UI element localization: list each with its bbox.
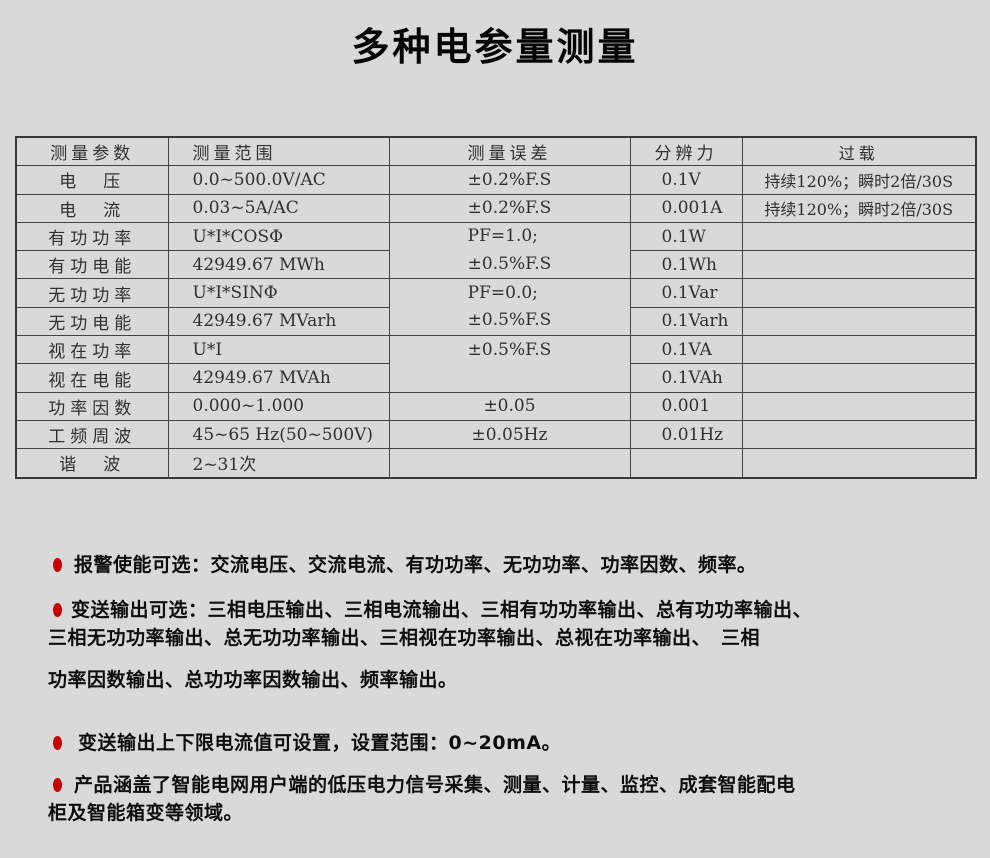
resolution-cell: 0.1Wh	[629, 250, 743, 280]
error-cell: ±0.05Hz	[388, 419, 631, 450]
param-cell: 电 压	[15, 165, 169, 195]
bullet-text: 报警使能可选：交流电压、交流电流、有功功率、无功功率、功率因数、频率。	[74, 554, 757, 576]
page-title: 多种电参量测量	[351, 25, 639, 69]
param-cell: 有功功率	[15, 221, 169, 252]
param-cell: 电 流	[15, 193, 169, 223]
resolution-cell: 0.1W	[629, 221, 743, 252]
error-line: PF=1.0;	[467, 226, 538, 247]
error-cell: ±0.2%F.S	[388, 165, 631, 195]
param-cell: 有功电能	[15, 250, 169, 280]
resolution-cell: 0.01Hz	[629, 419, 743, 450]
bullet-line: 三相无功功率输出、总无功功率输出、三相视在功率输出、总视在功率输出、 三相	[48, 627, 761, 649]
table-row: 无功功率 U*I*SINΦ PF=0.0; ±0.5%F.S 0.1Var	[15, 278, 977, 337]
error-cell: ±0.2%F.S	[388, 193, 631, 223]
error-cell	[388, 448, 631, 479]
error-cell-merged: PF=1.0; ±0.5%F.S	[388, 221, 631, 280]
bullet-icon	[53, 778, 62, 792]
range-cell: U*I*SINΦ	[167, 278, 390, 308]
param-cell: 无功功率	[15, 278, 169, 308]
error-line	[468, 364, 552, 391]
param-cell: 谐 波	[15, 448, 169, 479]
param-cell: 工频周波	[15, 419, 169, 450]
error-cell: ±0.05	[388, 391, 631, 421]
bullet-current-range: 变送输出上下限电流值可设置，设置范围：0~20mA。	[48, 729, 958, 757]
table-row: 工频周波 45~65 Hz(50~500V) ±0.05Hz 0.01Hz	[15, 419, 977, 450]
bullet-alarm: 报警使能可选：交流电压、交流电流、有功功率、无功功率、功率因数、频率。	[48, 551, 958, 579]
range-cell: 42949.67 MVAh	[167, 363, 390, 393]
resolution-cell: 0.1Varh	[629, 306, 743, 337]
error-cell-merged: ±0.5%F.S	[388, 335, 631, 393]
param-cell: 功率因数	[15, 391, 169, 421]
param-cell: 无功电能	[15, 306, 169, 337]
error-line: ±0.5%F.S	[467, 253, 552, 274]
bullet-icon	[53, 736, 62, 750]
bullet-applications: 产品涵盖了智能电网用户端的低压电力信号采集、测量、计量、监控、成套智能配电 柜及…	[48, 771, 958, 827]
overload-cell	[741, 335, 977, 365]
resolution-cell: 0.001	[629, 391, 743, 421]
range-cell: 0.000~1.000	[167, 391, 390, 421]
param-cell: 视在功率	[15, 335, 169, 365]
overload-cell: 持续120%；瞬时2倍/30S	[741, 165, 977, 195]
bullet-line: 柜及智能箱变等领域。	[48, 802, 244, 824]
table-row: 电 压 0.0~500.0V/AC ±0.2%F.S 0.1V 持续120%；瞬…	[15, 165, 977, 195]
overload-cell	[741, 419, 977, 450]
resolution-cell	[629, 448, 743, 479]
range-cell: 42949.67 MWh	[167, 250, 390, 280]
overload-cell	[741, 250, 977, 280]
header-resolution: 分辨力	[629, 136, 743, 167]
bullet-icon	[53, 558, 62, 572]
range-cell: U*I*COSΦ	[167, 221, 390, 252]
bullet-icon	[53, 603, 62, 617]
resolution-cell: 0.001A	[629, 193, 743, 223]
bullet-line: 变送输出可选：三相电压输出、三相电流输出、三相有功功率输出、总有功功率输出、	[48, 596, 958, 624]
table-header-row: 测量参数 测量范围 测量误差 分辨力 过载	[15, 136, 977, 167]
header-param: 测量参数	[15, 136, 169, 167]
table-row: 视在功率 U*I ±0.5%F.S 0.1VA	[15, 335, 977, 393]
table-row: 功率因数 0.000~1.000 ±0.05 0.001	[15, 391, 977, 421]
error-line: ±0.5%F.S	[467, 339, 552, 360]
measurement-spec-table: 测量参数 测量范围 测量误差 分辨力 过载 电 压 0.0~500.0V/AC …	[15, 136, 977, 479]
resolution-cell: 0.1VA	[629, 335, 743, 365]
overload-cell	[741, 221, 977, 252]
bullet-transmit-options-cont: 功率因数输出、总功功率因数输出、频率输出。	[48, 666, 958, 694]
overload-cell	[741, 278, 977, 308]
bullet-text: 功率因数输出、总功功率因数输出、频率输出。	[48, 669, 458, 691]
header-range: 测量范围	[167, 136, 390, 167]
table-row: 无功电能 42949.67 MVarh 0.1Varh	[15, 306, 977, 337]
header-error: 测量误差	[388, 136, 631, 167]
overload-cell	[741, 306, 977, 337]
range-cell: U*I	[167, 335, 390, 365]
range-cell: 0.0~500.0V/AC	[167, 165, 390, 195]
bullet-text: 产品涵盖了智能电网用户端的低压电力信号采集、测量、计量、监控、成套智能配电	[74, 774, 796, 796]
range-cell: 2~31次	[167, 448, 390, 479]
bullet-transmit-options: 变送输出可选：三相电压输出、三相电流输出、三相有功功率输出、总有功功率输出、 三…	[48, 596, 958, 652]
param-cell: 视在电能	[15, 363, 169, 393]
overload-cell	[741, 448, 977, 479]
table-row: 有功电能 42949.67 MWh 0.1Wh	[15, 250, 977, 280]
overload-cell: 持续120%；瞬时2倍/30S	[741, 193, 977, 223]
resolution-cell: 0.1VAh	[629, 363, 743, 393]
header-overload: 过载	[741, 136, 977, 167]
table-row: 有功功率 U*I*COSΦ PF=1.0; ±0.5%F.S 0.1W	[15, 221, 977, 280]
range-cell: 45~65 Hz(50~500V)	[167, 419, 390, 450]
resolution-cell: 0.1V	[629, 165, 743, 195]
bullet-text: 变送输出可选：三相电压输出、三相电流输出、三相有功功率输出、总有功功率输出、	[71, 599, 813, 621]
range-cell: 0.03~5A/AC	[167, 193, 390, 223]
error-line: PF=0.0;	[467, 282, 538, 303]
table-row: 视在电能 42949.67 MVAh 0.1VAh	[15, 363, 977, 393]
bullet-text: 变送输出上下限电流值可设置，设置范围：0~20mA。	[78, 732, 562, 754]
error-line: ±0.5%F.S	[467, 310, 552, 331]
overload-cell	[741, 391, 977, 421]
resolution-cell: 0.1Var	[629, 278, 743, 308]
overload-cell	[741, 363, 977, 393]
range-cell: 42949.67 MVarh	[167, 306, 390, 337]
bullet-line: 产品涵盖了智能电网用户端的低压电力信号采集、测量、计量、监控、成套智能配电	[48, 771, 958, 799]
table-row: 谐 波 2~31次	[15, 448, 977, 479]
error-cell-merged: PF=0.0; ±0.5%F.S	[388, 278, 631, 337]
table-row: 电 流 0.03~5A/AC ±0.2%F.S 0.001A 持续120%；瞬时…	[15, 193, 977, 223]
